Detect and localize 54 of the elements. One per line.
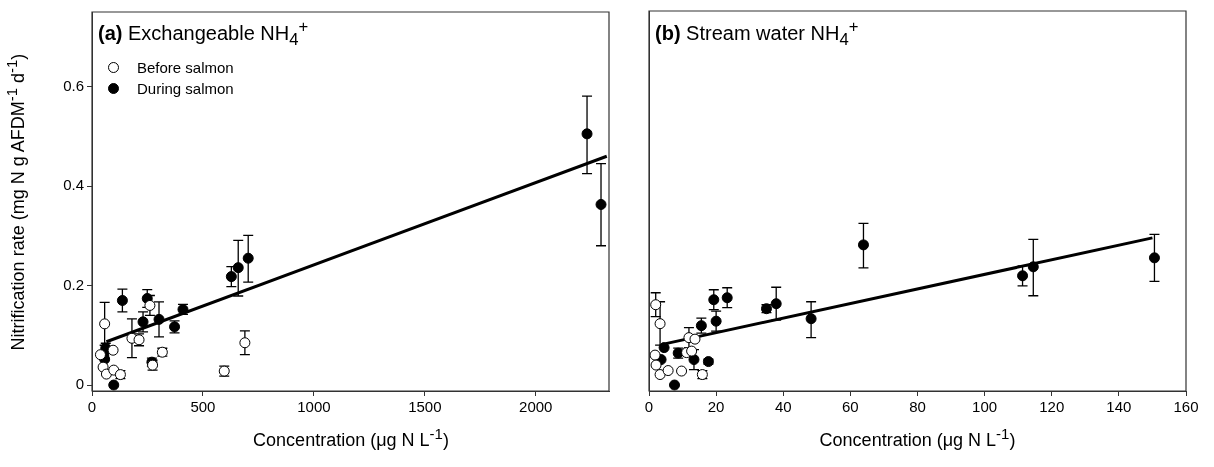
point — [649, 349, 661, 361]
x-tick-label: 100 — [972, 398, 998, 416]
x-tick-label: 1500 — [408, 398, 442, 416]
point — [232, 262, 244, 274]
point — [805, 313, 817, 325]
point — [153, 313, 165, 325]
point — [99, 318, 111, 330]
point — [1027, 261, 1039, 273]
point — [650, 359, 662, 371]
point — [107, 344, 119, 356]
point — [654, 318, 666, 330]
point — [225, 271, 237, 283]
point — [581, 128, 593, 140]
point — [686, 345, 698, 357]
point — [669, 379, 681, 391]
x-tick-label: 20 — [707, 398, 725, 416]
point — [721, 292, 733, 304]
x-tick-label: 80 — [909, 398, 926, 416]
x-tick-label: 0 — [644, 398, 654, 416]
point — [144, 299, 156, 311]
legend-label: During salmon — [137, 80, 234, 97]
point — [689, 333, 701, 345]
y-tick-label: 0.6 — [63, 76, 84, 94]
point — [137, 316, 149, 328]
point — [857, 239, 869, 251]
legend-label: Before salmon — [137, 59, 234, 76]
point — [595, 198, 607, 210]
x-tick-label: 0 — [87, 398, 97, 416]
point — [708, 294, 720, 306]
y-tick-label: 0.4 — [63, 176, 84, 194]
x-tick-label: 140 — [1106, 398, 1132, 416]
point — [108, 379, 120, 391]
point — [662, 365, 674, 377]
point — [1017, 270, 1029, 282]
x-tick-label: 2000 — [519, 398, 553, 416]
point — [770, 298, 782, 310]
point — [658, 342, 670, 354]
x-tick-label: 40 — [774, 398, 792, 416]
x-axis-title: Concentration (μg N L$^{-1}$) — [252, 425, 450, 451]
x-tick-label: 1000 — [297, 398, 331, 416]
y-tick-label: 0 — [75, 375, 84, 393]
x-tick-label: 60 — [842, 398, 859, 416]
point — [242, 252, 254, 264]
point — [239, 337, 251, 349]
x-tick-label: 500 — [190, 398, 216, 416]
x-tick-label: 120 — [1039, 398, 1065, 416]
point — [116, 294, 128, 306]
point — [676, 365, 688, 377]
point — [688, 354, 700, 366]
x-axis-title: Concentration (μg N L$^{-1}$) — [818, 425, 1017, 451]
point — [710, 315, 722, 327]
y-tick-label: 0.2 — [63, 275, 84, 293]
x-tick-label: 160 — [1173, 398, 1199, 416]
point — [1148, 252, 1160, 264]
